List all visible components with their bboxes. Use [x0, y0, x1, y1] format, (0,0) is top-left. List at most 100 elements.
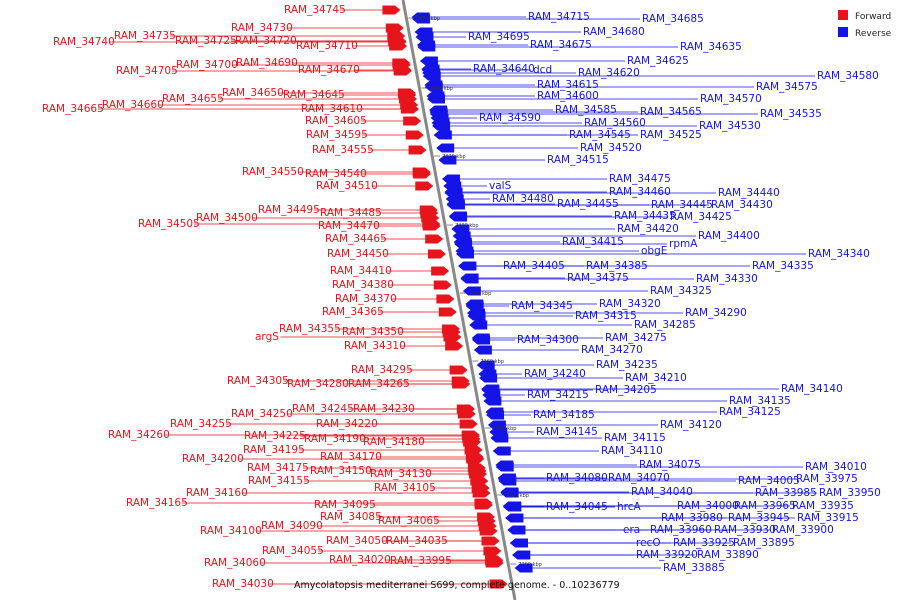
reverse-gene: [449, 212, 468, 222]
forward-gene-label: RAM_34470: [318, 220, 380, 232]
forward-gene-label: RAM_34650: [222, 87, 284, 99]
reverse-gene-label: RAM_33950: [819, 487, 881, 499]
reverse-gene-label: RAM_33930: [714, 524, 776, 536]
axis-tick-label: 7320 kbp: [505, 493, 529, 499]
reverse-gene-label: RAM_34235: [596, 359, 658, 371]
forward-gene: [415, 181, 434, 191]
forward-gene: [466, 454, 485, 464]
reverse-gene-label: RAM_34000: [677, 500, 739, 512]
legend-forward-swatch: [838, 10, 848, 20]
reverse-gene-label: RAM_34625: [627, 55, 689, 67]
forward-gene: [392, 58, 411, 68]
forward-gene-label: RAM_34380: [332, 279, 394, 291]
reverse-gene: [471, 333, 490, 343]
axis-tick-label: 7420 kbp: [442, 154, 466, 160]
legend: Forward Reverse: [838, 10, 892, 39]
reverse-gene: [417, 42, 436, 52]
reverse-gene-label: RAM_34330: [696, 273, 758, 285]
forward-gene-label: RAM_34255: [170, 418, 232, 430]
forward-gene-label: RAM_34735: [114, 30, 176, 42]
forward-gene-label: RAM_34500: [196, 212, 258, 224]
forward-gene-label: RAM_34155: [248, 475, 310, 487]
forward-gene-label: RAM_34265: [348, 378, 410, 390]
reverse-gene: [460, 274, 479, 284]
reverse-gene-label: RAM_34715: [528, 11, 590, 23]
reverse-gene-label: RAM_34575: [756, 81, 818, 93]
forward-gene: [393, 65, 412, 75]
reverse-gene-label: RAM_33965: [734, 500, 796, 512]
forward-gene-label: RAM_34510: [316, 180, 378, 192]
reverse-gene-label: RAM_33895: [733, 537, 795, 549]
reverse-gene-label: RAM_33925: [673, 537, 735, 549]
genome-caption: Amycolatopsis mediterranei S699, complet…: [294, 580, 620, 591]
reverse-gene: [455, 249, 474, 259]
axis-ticks: 7460 kbp 7440 kbp 7420 kbp 7400 kbp 7380 kbp…: [408, 16, 542, 568]
reverse-gene-label: RAM_34115: [604, 432, 666, 444]
reverse-gene-label: RAM_34045: [546, 501, 608, 513]
forward-gene: [427, 249, 446, 259]
forward-gene-label: RAM_34130: [370, 468, 432, 480]
forward-gene-label: RAM_34220: [316, 418, 378, 430]
legend-reverse-swatch: [838, 27, 848, 37]
reverse-gene-label: RAM_34405: [503, 260, 565, 272]
forward-gene-label: RAM_34295: [351, 364, 413, 376]
reverse-gene-label: RAM_34520: [580, 142, 642, 154]
reverse-gene-label: RAM_34545: [569, 129, 631, 141]
reverse-gene: [497, 474, 516, 484]
reverse-gene-label: RAM_33900: [772, 524, 834, 536]
forward-gene: [425, 234, 444, 244]
reverse-gene-label: rpmA: [669, 238, 698, 250]
forward-gene-label: RAM_34670: [298, 64, 360, 76]
forward-gene: [481, 536, 500, 546]
forward-gene: [433, 280, 452, 290]
reverse-gene-label: RAM_33975: [796, 473, 858, 485]
reverse-gene-label: RAM_34620: [578, 67, 640, 79]
reverse-gene-label: era: [623, 524, 640, 536]
reverse-gene: [427, 94, 446, 104]
forward-gene: [442, 327, 461, 337]
forward-gene-label: RAM_34350: [342, 326, 404, 338]
reverse-gene-label: RAM_34640: [473, 63, 535, 75]
reverse-gene-label: RAM_34430: [711, 199, 773, 211]
forward-gene-label: RAM_34150: [310, 465, 372, 477]
reverse-gene-label: RAM_34345: [511, 300, 573, 312]
reverse-gene-label: RAM_34240: [524, 368, 586, 380]
axis-tick-label: 7340 kbp: [493, 426, 517, 432]
forward-gene-label: RAM_34100: [200, 525, 262, 537]
reverse-gene-label: RAM_34070: [608, 472, 670, 484]
reverse-gene-label: RAM_34530: [699, 120, 761, 132]
reverse-gene: [432, 121, 451, 131]
forward-gene-label: RAM_34725: [175, 35, 237, 47]
forward-gene-label: RAM_34555: [312, 144, 374, 156]
reverse-gene: [462, 286, 481, 296]
forward-gene: [389, 41, 408, 51]
forward-gene-label: argS: [255, 331, 279, 343]
forward-gene: [449, 365, 468, 375]
forward-gene-label: RAM_34170: [320, 451, 382, 463]
forward-gene-label: RAM_34105: [374, 482, 436, 494]
axis-tick-label: 7360 kbp: [480, 359, 504, 365]
connector-lines: [97, 9, 817, 585]
reverse-gene-label: valS: [489, 180, 512, 192]
reverse-gene-label: RAM_34440: [718, 187, 780, 199]
reverse-gene: [465, 299, 484, 309]
reverse-gene-label: RAM_34455: [557, 198, 619, 210]
reverse-gene-label: RAM_34215: [527, 389, 589, 401]
reverse-gene: [492, 446, 511, 456]
reverse-gene-label: RAM_34415: [562, 236, 624, 248]
reverse-gene: [503, 501, 522, 511]
reverse-gene-label: RAM_34425: [670, 211, 732, 223]
reverse-gene: [490, 433, 509, 443]
reverse-gene-label: RAM_34400: [698, 230, 760, 242]
forward-gene-label: RAM_34165: [126, 497, 188, 509]
reverse-gene-label: RAM_34285: [634, 319, 696, 331]
reverse-gene: [412, 14, 431, 24]
reverse-gene-label: RAM_34125: [719, 406, 781, 418]
forward-gene: [431, 266, 450, 276]
forward-gene-label: RAM_34260: [108, 429, 170, 441]
forward-gene: [463, 437, 482, 447]
forward-gene-label: RAM_34180: [363, 436, 425, 448]
reverse-gene: [486, 410, 505, 420]
reverse-gene-label: RAM_34565: [640, 106, 702, 118]
